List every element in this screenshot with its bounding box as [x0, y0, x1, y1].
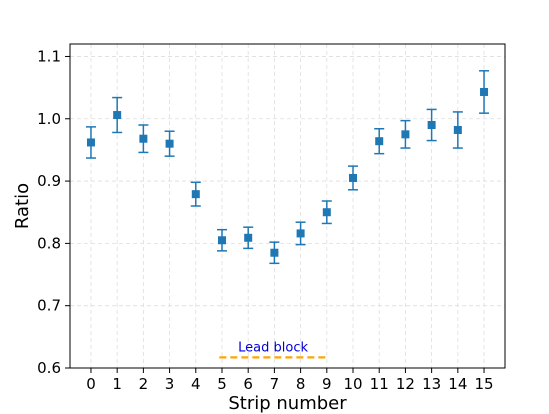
annotations: Lead block	[219, 340, 327, 359]
x-tick-label: 14	[448, 375, 467, 393]
y-tick-label: 0.6	[37, 359, 61, 377]
data-point	[217, 236, 226, 245]
x-tick-label: 11	[370, 375, 389, 393]
y-tick-label: 0.8	[37, 234, 61, 252]
x-tick-label: 4	[191, 375, 201, 393]
data-point	[113, 111, 122, 120]
x-tick-label: 13	[422, 375, 441, 393]
x-tick-label: 12	[396, 375, 415, 393]
x-tick-label: 9	[322, 375, 332, 393]
y-tick-label: 1.0	[37, 110, 61, 128]
data-point	[322, 208, 331, 217]
data-point	[296, 229, 305, 238]
x-tick-label: 7	[270, 375, 280, 393]
data-point	[270, 248, 279, 257]
x-tick-label: 0	[86, 375, 96, 393]
x-tick-label: 1	[112, 375, 122, 393]
data-point	[244, 233, 253, 242]
data-point	[453, 125, 462, 134]
x-tick-label: 2	[139, 375, 149, 393]
data-point	[139, 134, 148, 143]
x-tick-label: 6	[243, 375, 253, 393]
y-axis-ticks: 0.6 0.7 0.8 0.9 1.0 1.1	[37, 47, 70, 377]
data-point	[427, 121, 436, 129]
y-tick-label: 1.1	[37, 47, 61, 65]
y-axis-label: Ratio	[12, 183, 33, 229]
x-tick-label: 5	[217, 375, 227, 393]
data-point	[165, 139, 174, 148]
lead-block-label: Lead block	[238, 340, 308, 355]
data-point	[480, 87, 489, 96]
data-point	[375, 137, 384, 146]
data-points	[85, 70, 490, 265]
x-tick-label: 3	[165, 375, 175, 393]
y-tick-label: 0.7	[37, 297, 61, 315]
data-point	[349, 173, 358, 182]
x-tick-label: 15	[474, 375, 493, 393]
y-tick-label: 0.9	[37, 172, 61, 190]
x-tick-label: 10	[343, 375, 362, 393]
x-axis-label: Strip number	[228, 393, 347, 414]
plot-frame	[69, 43, 506, 369]
grid	[70, 44, 505, 369]
x-tick-label: 8	[296, 375, 306, 393]
data-point	[86, 138, 95, 147]
data-point	[191, 190, 200, 199]
data-point	[401, 130, 410, 139]
x-axis-ticks: 0 1 2 3 4 5 6 7 8 9 10 11 12 13 14 15	[86, 368, 494, 393]
